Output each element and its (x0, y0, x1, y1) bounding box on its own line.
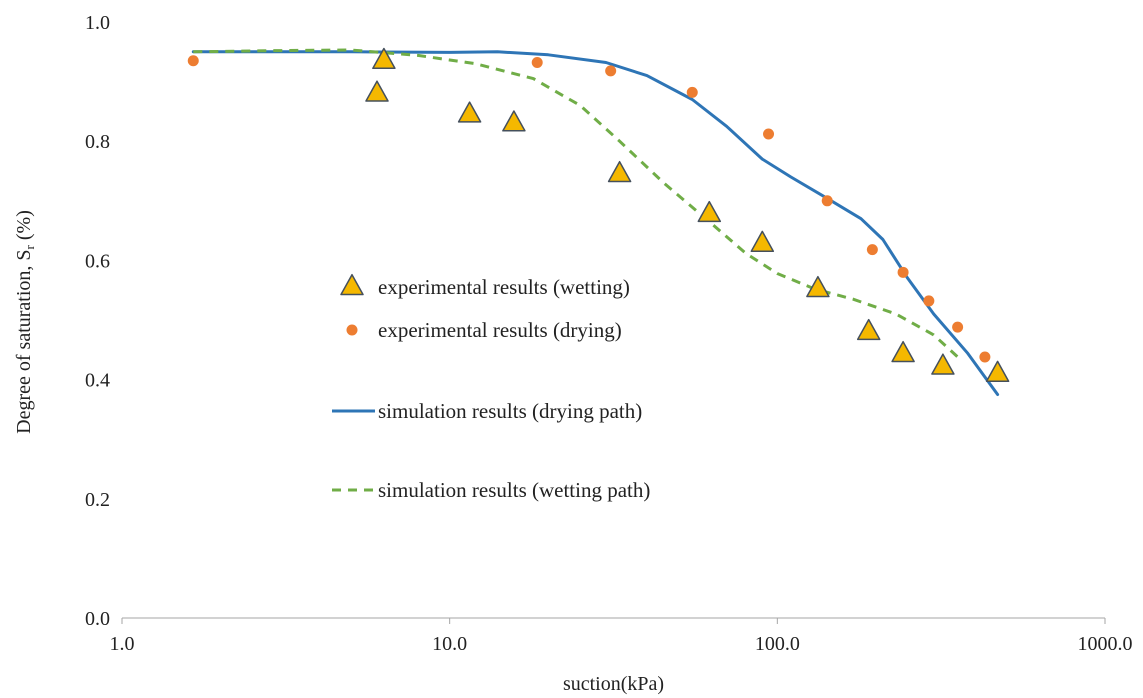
triangle-marker (806, 275, 830, 298)
triangle-marker (372, 47, 396, 70)
circle-marker (866, 244, 878, 256)
circle-marker (763, 128, 775, 140)
circle-marker (897, 266, 909, 278)
y-tick-label: 0.0 (85, 608, 110, 630)
y-axis-title-subscript: r (22, 244, 37, 249)
circle-marker (952, 321, 964, 333)
legend-item: simulation results (drying path) (332, 399, 642, 423)
y-axis-title-unit: (%) (13, 210, 35, 245)
triangle-marker (750, 230, 775, 252)
triangle-marker (365, 80, 389, 102)
y-tick-label: 0.2 (85, 489, 110, 511)
triangle-marker (856, 318, 881, 341)
legend: experimental results (wetting) experiment… (332, 273, 650, 502)
triangle-marker (607, 160, 632, 183)
plot-area: 1.0 10.0 100.0 1000.0 0.0 0.2 0.4 0.6 0.8 1.0 (85, 12, 1133, 655)
y-tick-label: 0.8 (85, 131, 110, 153)
circle-marker (187, 55, 199, 67)
series-layer (187, 47, 1010, 396)
legend-label: experimental results (drying) (378, 318, 622, 342)
series-line (193, 48, 961, 360)
y-tick-label: 0.6 (85, 250, 110, 272)
x-tick-label: 100.0 (755, 633, 800, 655)
legend-circle-icon (346, 324, 358, 336)
circle-marker (979, 351, 991, 363)
y-axis-ticks: 0.0 0.2 0.4 0.6 0.8 1.0 (85, 12, 110, 630)
circle-marker (686, 86, 698, 98)
legend-item: experimental results (wetting) (340, 273, 630, 299)
y-axis-title-main: Degree of saturation, S (13, 249, 35, 433)
y-tick-label: 0.4 (85, 370, 110, 392)
triangle-marker (891, 340, 915, 363)
series-marker-circle (187, 55, 991, 363)
triangle-marker (985, 360, 1010, 382)
series-line (191, 50, 1000, 396)
series-marker-triangle (365, 47, 1010, 382)
legend-item: simulation results (wetting path) (332, 478, 650, 502)
series-line-dashed (193, 48, 961, 360)
legend-item: experimental results (drying) (346, 318, 622, 342)
legend-triangle-icon (340, 273, 364, 296)
triangle-marker (697, 200, 722, 223)
x-tick-label: 1000.0 (1078, 633, 1133, 655)
circle-marker (605, 65, 617, 77)
triangle-marker (931, 353, 955, 375)
x-tick-label: 1.0 (110, 633, 135, 655)
circle-marker (821, 195, 833, 207)
circle-marker (531, 57, 543, 69)
legend-label: simulation results (drying path) (378, 399, 642, 423)
x-tick-label: 10.0 (432, 633, 467, 655)
x-axis-ticks: 1.0 10.0 100.0 1000.0 (110, 618, 1133, 655)
triangle-marker (502, 110, 526, 132)
y-axis-title: Degree of saturation, Sr (%) (13, 210, 37, 434)
triangle-marker (457, 101, 482, 123)
legend-label: experimental results (wetting) (378, 275, 630, 299)
y-tick-label: 1.0 (85, 12, 110, 34)
circle-marker (923, 295, 935, 307)
legend-label: simulation results (wetting path) (378, 478, 650, 502)
series-line-solid (191, 50, 1000, 396)
x-axis-title: suction(kPa) (563, 673, 664, 695)
